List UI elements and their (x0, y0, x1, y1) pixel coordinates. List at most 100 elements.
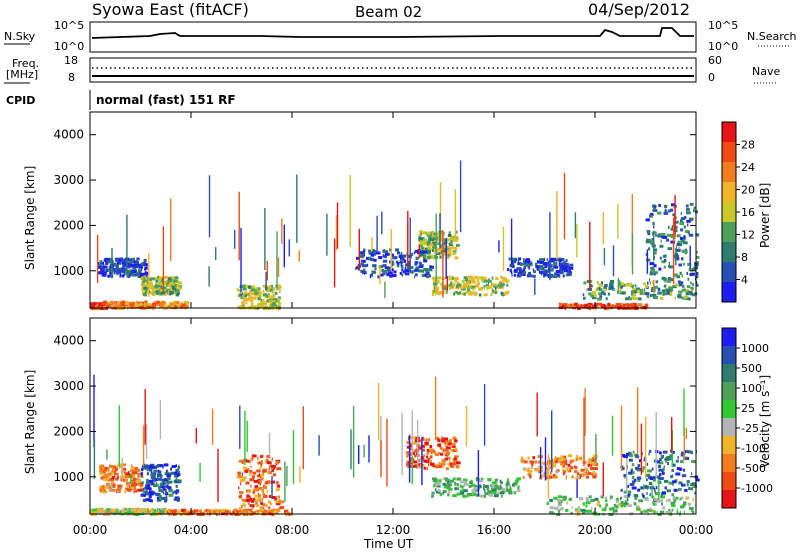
velocity-cell (118, 465, 123, 469)
power-cell (355, 266, 357, 270)
power-cell (667, 225, 670, 229)
velocity-cell (618, 502, 624, 506)
velocity-cell (105, 468, 107, 471)
velocity-cell (135, 482, 137, 486)
power-cell (447, 251, 452, 254)
velocity-cell (658, 468, 664, 472)
velocity-cell (259, 477, 264, 481)
velocity-streak (584, 388, 586, 436)
velocity-cell (563, 464, 566, 468)
power-cell (452, 283, 455, 287)
power-cell (539, 270, 544, 274)
velocity-cell (555, 470, 559, 474)
velocity-cell (110, 484, 113, 488)
power-cell (455, 243, 460, 247)
velocity-streak (547, 453, 550, 499)
velocity-colorbar-swatch (722, 418, 736, 437)
velocity-cell (627, 504, 632, 508)
velocity-cell (574, 466, 578, 470)
velocity-cell (462, 494, 468, 498)
nsearch-tick-top: 10^5 (708, 19, 738, 32)
power-cell (683, 225, 686, 229)
power-cell (687, 290, 689, 294)
power-cell (172, 301, 176, 305)
velocity-cell (502, 487, 506, 491)
power-cell (161, 301, 164, 305)
velocity-colorbar-tick-label: 500 (741, 362, 762, 375)
power-cell (637, 290, 640, 293)
velocity-streak (118, 405, 120, 467)
velocity-cell (655, 475, 659, 479)
power-cell (517, 262, 522, 266)
velocity-cell (260, 501, 263, 505)
power-streak (502, 226, 505, 271)
power-cell (649, 262, 655, 266)
power-cell (436, 252, 441, 256)
velocity-cell (436, 484, 441, 488)
power-cell (246, 300, 248, 304)
power-cell (175, 293, 179, 297)
power-cell (468, 292, 473, 296)
velocity-cell (134, 469, 137, 473)
velocity-cell (678, 481, 683, 485)
power-cell (661, 289, 666, 293)
velocity-streak (595, 434, 597, 464)
power-cell (250, 285, 256, 289)
power-cell (483, 285, 486, 289)
power-cell (424, 255, 427, 259)
velocity-cell (579, 475, 581, 479)
power-cell (146, 302, 151, 306)
power-cell (423, 256, 426, 260)
power-cell (427, 271, 430, 275)
power-cell (162, 286, 167, 290)
power-cell (630, 290, 635, 294)
power-cell (547, 264, 549, 268)
velocity-cell (652, 501, 654, 505)
velocity-cell (588, 460, 590, 464)
power-cell (595, 303, 597, 307)
power-cell (653, 264, 657, 268)
power-cell (546, 263, 551, 266)
power-cell (175, 276, 179, 280)
power-cell (695, 250, 698, 254)
velocity-cell (646, 492, 648, 495)
velocity-cell (543, 472, 546, 476)
power-cell (511, 273, 513, 277)
velocity-streak (377, 382, 380, 441)
power-cell (499, 281, 502, 285)
power-cell (383, 250, 388, 254)
velocity-cell (455, 464, 459, 468)
time-tick-label: 00:00 (679, 523, 714, 537)
velocity-cell (251, 499, 254, 503)
power-cell (162, 288, 167, 291)
power-cell (157, 282, 163, 286)
velocity-cell (668, 508, 671, 512)
power-cell (670, 234, 675, 238)
power-cell (609, 280, 613, 283)
power-cell (466, 285, 470, 289)
freq-tick-bottom: 8 (68, 71, 75, 84)
power-cell (139, 272, 145, 276)
velocity-cell (677, 456, 679, 460)
power-cell (645, 218, 650, 222)
power-cell (172, 289, 175, 293)
velocity-streak (239, 405, 241, 449)
nsky-label: N.Sky (4, 30, 36, 43)
power-cell (528, 271, 531, 275)
velocity-cell (642, 466, 646, 470)
nsky-trace (91, 27, 694, 39)
velocity-cell (254, 485, 259, 489)
power-cell (468, 290, 471, 294)
power-cell (378, 256, 383, 259)
velocity-cell (537, 460, 541, 464)
power-cell (476, 279, 480, 283)
power-cell (590, 280, 593, 283)
velocity-cell (571, 506, 573, 510)
power-cell (615, 303, 621, 307)
power-cell (446, 255, 450, 259)
velocity-cell (659, 473, 662, 476)
power-cell (379, 273, 384, 277)
velocity-cell (484, 492, 489, 496)
velocity-streak (409, 446, 411, 462)
power-cell (542, 262, 544, 266)
